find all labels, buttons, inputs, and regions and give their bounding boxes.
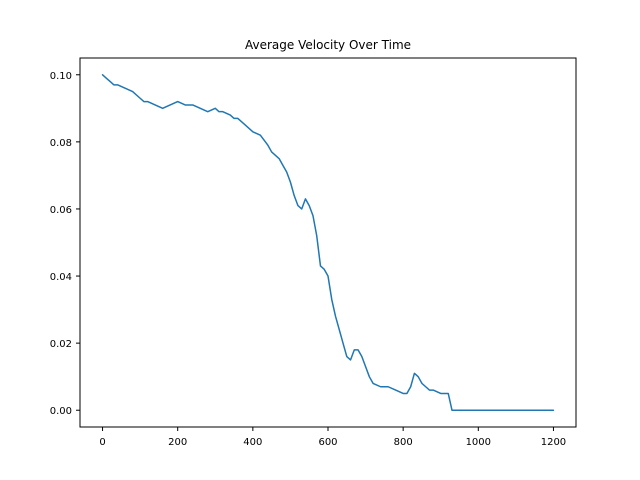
x-tick-label: 200 <box>168 437 187 448</box>
y-tick-label: 0.04 <box>50 272 72 283</box>
y-tick-label: 0.10 <box>50 71 72 82</box>
plot-frame <box>79 57 577 428</box>
x-axis: 0 200 400 600 800 1000 1200 <box>99 427 566 448</box>
x-tick-label: 1200 <box>541 437 566 448</box>
y-tick-label: 0.06 <box>50 205 72 216</box>
x-tick-label: 1000 <box>466 437 491 448</box>
x-tick-label: 400 <box>243 437 262 448</box>
series-layer <box>101 74 555 411</box>
y-axis: 0.00 0.02 0.04 0.06 0.08 0.10 <box>50 71 80 417</box>
velocity-series-line <box>101 74 555 411</box>
x-tick-label: 0 <box>99 437 105 448</box>
y-tick-label: 0.00 <box>50 406 72 417</box>
y-tick-label: 0.08 <box>50 138 72 149</box>
y-tick-label: 0.02 <box>50 339 72 350</box>
x-tick-label: 600 <box>318 437 337 448</box>
chart-title: Average Velocity Over Time <box>245 38 411 52</box>
x-tick-label: 800 <box>394 437 413 448</box>
